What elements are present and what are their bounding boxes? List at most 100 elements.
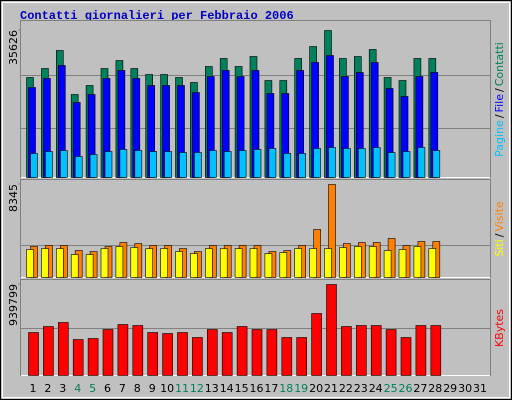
bar (205, 248, 213, 278)
bar (370, 325, 382, 376)
bar (339, 247, 347, 278)
y-tick-label: 939799 (7, 284, 20, 326)
bar (417, 147, 426, 178)
bar (145, 248, 153, 278)
bar (294, 248, 303, 278)
legend-separator: / (493, 114, 506, 118)
bar (281, 337, 293, 376)
bar (41, 248, 49, 278)
bar (253, 149, 262, 178)
bar (223, 151, 232, 178)
bar (238, 150, 247, 178)
bar (175, 251, 183, 278)
x-tick-label: 31 (473, 382, 487, 395)
x-tick-label: 2 (44, 382, 51, 395)
bar (328, 184, 336, 278)
bar (326, 284, 337, 376)
bar (283, 153, 292, 178)
bar (313, 148, 321, 178)
legend-entry: Pagine (493, 120, 506, 157)
bar (55, 248, 64, 278)
bar (30, 153, 38, 178)
legend-entry: Contatti (493, 42, 506, 86)
bar (115, 246, 124, 278)
x-tick-label: 22 (339, 382, 353, 395)
bar (309, 248, 317, 278)
bar (119, 149, 128, 178)
bar (343, 148, 351, 178)
bar (28, 332, 39, 376)
legend-entry: File (493, 94, 506, 113)
y-tick-label: 8345 (7, 184, 20, 212)
bar (100, 248, 109, 278)
bar (398, 249, 407, 278)
x-tick-label: 25 (384, 382, 398, 395)
bar (72, 339, 84, 376)
bar (266, 329, 278, 376)
x-tick-label: 15 (235, 382, 249, 395)
bar (415, 325, 427, 376)
x-tick-label: 19 (294, 382, 308, 395)
bar (45, 151, 53, 178)
x-tick-label: 18 (279, 382, 293, 395)
bar (251, 329, 263, 376)
bar (26, 249, 34, 278)
bar (341, 326, 352, 376)
bar (430, 325, 442, 376)
bar (219, 248, 228, 278)
bar (387, 152, 396, 178)
bar (355, 325, 367, 376)
x-tick-label: 1 (30, 382, 37, 395)
x-tick-label: 26 (399, 382, 413, 395)
legend-entry: Visite (493, 201, 506, 231)
legend: KBytes (493, 309, 506, 347)
bar (209, 150, 217, 178)
bar (207, 329, 218, 376)
bar (160, 248, 168, 278)
x-tick-label: 4 (74, 382, 81, 395)
bar (432, 150, 441, 178)
x-tick-label: 14 (220, 382, 234, 395)
x-tick-label: 10 (160, 382, 174, 395)
x-tick-label: 13 (205, 382, 219, 395)
bar (296, 337, 308, 376)
bar (194, 152, 202, 178)
bar (249, 248, 258, 278)
bar (85, 254, 94, 278)
bar (400, 337, 412, 376)
bar (221, 332, 233, 376)
x-tick-label: 28 (428, 382, 442, 395)
bar (164, 151, 172, 178)
x-tick-label: 16 (250, 382, 264, 395)
x-tick-label: 8 (134, 382, 141, 395)
x-tick-label: 3 (59, 382, 66, 395)
bar (372, 147, 381, 178)
bar (234, 248, 243, 278)
legend-entry: Siti (493, 239, 506, 256)
x-tick-label: 23 (354, 382, 368, 395)
x-tick-label: 12 (190, 382, 204, 395)
bar (353, 246, 362, 278)
x-tick-label: 7 (119, 382, 126, 395)
chart-title: Contatti giornalieri per Febbraio 2006 (20, 9, 294, 23)
bar (383, 250, 392, 278)
x-tick-label: 20 (309, 382, 323, 395)
bar (357, 148, 366, 178)
bar (132, 325, 144, 376)
bar (87, 338, 99, 376)
bar (59, 150, 68, 178)
bar (190, 253, 198, 278)
bar (298, 153, 307, 178)
bar (130, 247, 139, 278)
bar (149, 151, 157, 178)
x-tick-label: 11 (175, 382, 189, 395)
bar (324, 248, 332, 278)
bar (192, 337, 203, 376)
x-tick-label: 30 (458, 382, 472, 395)
x-tick-label: 17 (264, 382, 278, 395)
bar (413, 246, 422, 278)
bar (89, 154, 98, 178)
legend-entry: KBytes (493, 309, 506, 347)
